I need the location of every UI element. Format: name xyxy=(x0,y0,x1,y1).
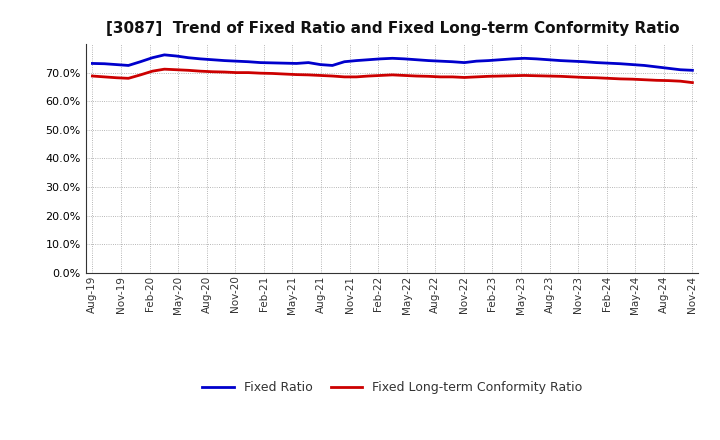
Fixed Long-term Conformity Ratio xyxy=(232,70,240,75)
Line: Fixed Ratio: Fixed Ratio xyxy=(92,55,693,70)
Fixed Ratio xyxy=(532,56,541,62)
Line: Fixed Long-term Conformity Ratio: Fixed Long-term Conformity Ratio xyxy=(92,69,693,83)
Fixed Long-term Conformity Ratio xyxy=(496,73,505,79)
Fixed Long-term Conformity Ratio xyxy=(688,80,697,85)
Fixed Long-term Conformity Ratio xyxy=(292,72,301,77)
Fixed Long-term Conformity Ratio xyxy=(532,73,541,78)
Fixed Ratio xyxy=(688,68,697,73)
Fixed Ratio xyxy=(676,67,685,72)
Legend: Fixed Ratio, Fixed Long-term Conformity Ratio: Fixed Ratio, Fixed Long-term Conformity … xyxy=(197,376,588,399)
Fixed Long-term Conformity Ratio xyxy=(676,78,685,84)
Title: [3087]  Trend of Fixed Ratio and Fixed Long-term Conformity Ratio: [3087] Trend of Fixed Ratio and Fixed Lo… xyxy=(106,21,679,36)
Fixed Ratio xyxy=(496,57,505,62)
Fixed Ratio xyxy=(88,61,96,66)
Fixed Ratio xyxy=(292,61,301,66)
Fixed Ratio xyxy=(160,52,168,58)
Fixed Ratio xyxy=(280,61,289,66)
Fixed Long-term Conformity Ratio xyxy=(88,73,96,79)
Fixed Long-term Conformity Ratio xyxy=(160,66,168,72)
Fixed Long-term Conformity Ratio xyxy=(280,71,289,77)
Fixed Ratio xyxy=(232,59,240,64)
